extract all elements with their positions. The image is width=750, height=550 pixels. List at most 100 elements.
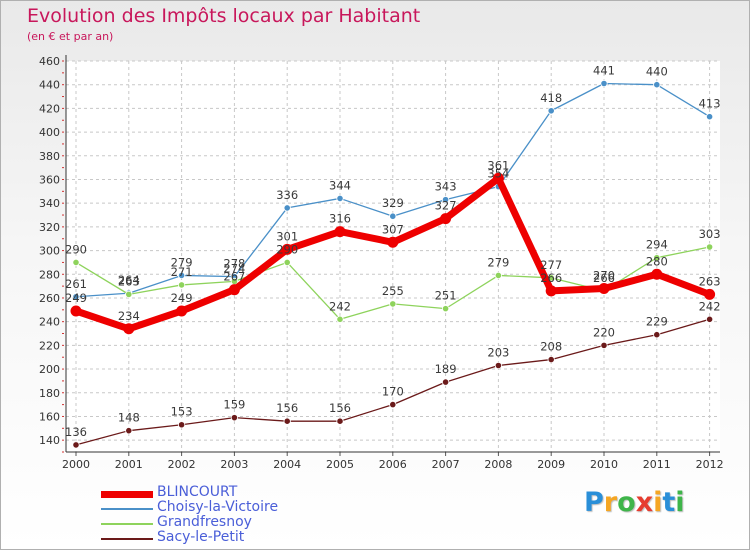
y-tick-label: 260 — [39, 292, 60, 305]
data-label: 229 — [646, 315, 668, 329]
data-label: 279 — [487, 255, 509, 269]
legend-swatch — [101, 523, 153, 525]
legend-swatch — [101, 508, 153, 510]
data-label: 251 — [435, 289, 457, 303]
x-tick-label: 2008 — [484, 458, 512, 471]
y-tick-label: 140 — [39, 434, 60, 447]
y-tick-label: 320 — [39, 221, 60, 234]
data-label: 234 — [118, 309, 140, 323]
data-label: 242 — [329, 299, 351, 313]
data-point — [178, 421, 186, 429]
data-point — [123, 323, 135, 335]
data-point — [651, 268, 663, 280]
data-label: 344 — [329, 178, 351, 192]
logo-letter: t — [662, 487, 676, 518]
data-label: 301 — [276, 229, 298, 243]
data-point — [653, 254, 661, 262]
y-tick-label: 200 — [39, 363, 60, 376]
data-point — [70, 305, 82, 317]
y-tick-label: 180 — [39, 387, 60, 400]
y-tick-label: 380 — [39, 150, 60, 163]
data-label: 267 — [223, 270, 245, 284]
data-label: 274 — [223, 261, 245, 275]
data-label: 290 — [65, 242, 87, 256]
data-point — [704, 288, 716, 300]
data-point — [494, 361, 502, 370]
data-label: 242 — [699, 299, 721, 313]
x-tick-label: 2010 — [590, 458, 618, 471]
data-label: 270 — [593, 268, 615, 282]
data-point — [705, 113, 714, 121]
data-point — [547, 355, 555, 364]
data-point — [72, 293, 80, 301]
data-label: 278 — [223, 257, 245, 271]
data-point — [441, 196, 450, 204]
data-label: 136 — [65, 425, 87, 439]
y-tick-label: 440 — [39, 79, 60, 92]
data-label: 261 — [65, 277, 87, 291]
data-point — [389, 212, 397, 220]
data-point — [705, 243, 714, 251]
data-point — [653, 81, 661, 89]
data-label: 279 — [171, 255, 193, 269]
data-point — [336, 417, 344, 425]
data-label: 266 — [593, 271, 615, 285]
chart-subtitle: (en € et par an) — [27, 30, 114, 43]
data-label: 441 — [593, 64, 615, 78]
data-label: 343 — [435, 180, 457, 194]
data-point — [72, 441, 80, 449]
logo-letter: x — [635, 487, 654, 518]
legend-label: Grandfresnoy — [157, 514, 252, 530]
data-label: 220 — [593, 325, 615, 339]
legend-label: Sacy-le-Petit — [157, 529, 245, 545]
data-point — [336, 315, 344, 323]
x-tick-label: 2007 — [432, 458, 460, 471]
data-label: 290 — [276, 242, 298, 256]
data-point — [125, 290, 133, 299]
data-point — [176, 305, 188, 317]
data-label: 263 — [699, 274, 721, 288]
legend-swatch — [101, 490, 153, 498]
data-point — [705, 315, 714, 323]
data-point — [389, 300, 397, 308]
data-point — [281, 243, 293, 255]
data-point — [440, 213, 452, 225]
data-label: 294 — [646, 238, 668, 252]
legend-swatch — [101, 538, 153, 540]
data-label: 316 — [329, 212, 351, 226]
x-tick-label: 2000 — [62, 458, 90, 471]
data-point — [336, 194, 344, 203]
data-label: 249 — [65, 291, 87, 305]
data-label: 271 — [171, 265, 193, 279]
data-label: 153 — [171, 405, 193, 419]
y-tick-label: 160 — [39, 410, 60, 423]
data-label: 303 — [699, 227, 721, 241]
legend-label: BLINCOURT — [157, 484, 238, 500]
data-label: 156 — [329, 401, 351, 415]
data-label: 361 — [487, 158, 509, 172]
x-tick-label: 2012 — [696, 458, 724, 471]
data-label: 208 — [540, 340, 562, 354]
x-tick-label: 2011 — [643, 458, 671, 471]
data-point — [178, 271, 186, 280]
x-tick-label: 2004 — [273, 458, 301, 471]
data-point — [125, 427, 133, 435]
x-tick-label: 2002 — [168, 458, 196, 471]
data-label: 307 — [382, 222, 404, 236]
x-tick-label: 2006 — [379, 458, 407, 471]
data-point — [283, 258, 291, 267]
data-point — [334, 226, 346, 238]
data-point — [441, 378, 450, 386]
proxiti-logo: Proxiti — [584, 487, 685, 518]
data-point — [389, 401, 397, 409]
data-label: 156 — [276, 401, 298, 415]
data-point — [387, 236, 399, 248]
data-label: 255 — [382, 284, 404, 298]
data-point — [492, 172, 504, 184]
data-label: 249 — [171, 291, 193, 305]
logo-letter: r — [603, 487, 618, 518]
data-point — [600, 341, 608, 349]
y-tick-label: 300 — [39, 245, 60, 258]
